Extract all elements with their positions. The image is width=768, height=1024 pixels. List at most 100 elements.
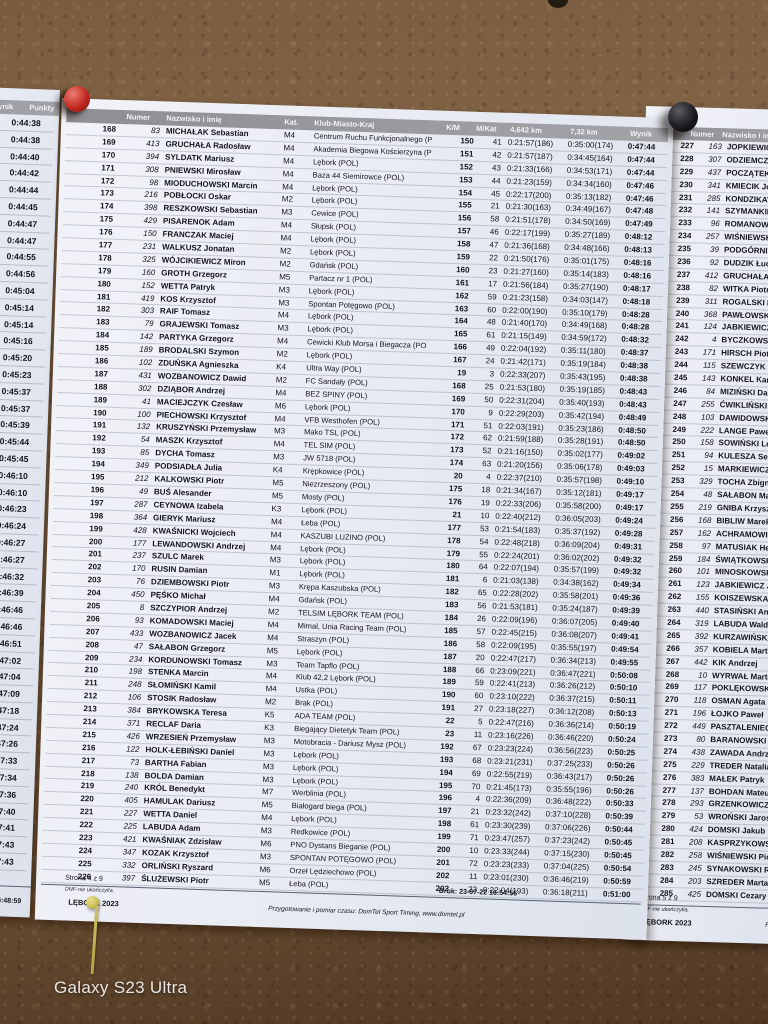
cell-category: M4 (270, 542, 282, 553)
cell-category-place: 43 (491, 163, 502, 173)
cell-gender-place: 189 (442, 677, 456, 687)
cell-split-4642km: 0:21:33(166) (506, 163, 553, 175)
cell-bib-number: 82 (708, 283, 719, 293)
cell-result: 0:48:49 (618, 412, 647, 423)
cell-category-place: 19 (480, 498, 490, 508)
cell-place: 188 (93, 382, 108, 392)
cell-split-4642km: 0:23:32(242) (485, 807, 532, 819)
cell-split-732km: 0:36:12(208) (548, 706, 595, 718)
cell-result: 0:46:10 (0, 486, 28, 498)
left-print-timestamp: -07-22 16:48:59 (0, 896, 22, 906)
cell-category: M4 (276, 336, 289, 346)
cell-result: 0:45:04 (5, 285, 35, 297)
cell-bib-number: 257 (705, 231, 720, 242)
cell-result: 0:45:14 (3, 318, 34, 330)
cell-result: 0:49:34 (613, 579, 641, 590)
cell-category: M3 (266, 658, 278, 668)
cell-gender-place: 183 (444, 600, 459, 610)
cell-category: M4 (280, 233, 292, 243)
cell-gender-place: 163 (454, 303, 469, 314)
cell-split-4642km: 0:23:10(222) (489, 691, 535, 703)
cell-bib-number: 227 (123, 808, 138, 819)
cell-gender-place: 159 (456, 252, 471, 262)
cell-gender-place: 175 (448, 484, 463, 494)
cell-split-4642km: 0:22:17(200) (505, 189, 552, 200)
cell-result: 0:47:09 (0, 687, 21, 700)
cell-bib-number: 155 (695, 592, 710, 603)
cell-category-place: 49 (485, 343, 496, 353)
cell-result: 0:47:41 (0, 822, 16, 834)
cell-split-4642km: 0:21:27(160) (503, 266, 550, 278)
cell-category: M5 (261, 800, 273, 810)
cell-split-732km: 0:36:46(219) (543, 874, 589, 885)
cell-split-732km: 0:36:02(202) (553, 552, 600, 563)
cell-category-place: 59 (487, 291, 497, 302)
center-timing-credit: Przygotowanie i pomiar czasu: DomTel Spo… (268, 905, 465, 919)
cell-bib-number: 440 (695, 605, 710, 616)
cell-bib-number: 212 (134, 473, 149, 484)
cell-bib-number: 258 (688, 850, 703, 860)
cell-split-732km: 0:35:14(183) (563, 268, 609, 280)
cell-bib-number: 371 (126, 718, 141, 728)
cell-bib-number: 79 (144, 319, 154, 329)
camera-watermark: Galaxy S23 Ultra (54, 978, 188, 997)
cell-split-4642km: 0:21:36(168) (504, 240, 550, 252)
cell-place: 206 (86, 613, 100, 624)
cell-split-732km: 0:35:55(197) (550, 642, 597, 653)
cell-place: 195 (90, 472, 105, 482)
cell-gender-place: 196 (438, 793, 453, 803)
cell-split-4642km: 0:22:31(204) (499, 395, 545, 406)
cell-split-4642km: 0:21:57(186) (507, 137, 554, 149)
cell-split-732km: 0:36:46(220) (547, 732, 594, 743)
cell-category-place: 27 (473, 704, 484, 714)
cell-split-732km: 0:34:49(168) (561, 320, 608, 331)
cell-result: 0:48:18 (622, 296, 651, 307)
cell-result: 0:46:51 (0, 637, 22, 649)
cell-split-732km: 0:37:06(226) (544, 822, 591, 834)
cell-bib-number: 237 (132, 550, 147, 561)
cell-split-4642km: 0:21:16(150) (497, 447, 544, 458)
cell-split-4642km: 0:22:36(209) (485, 794, 532, 806)
cell-category: M4 (270, 516, 283, 527)
cell-place: 169 (102, 137, 116, 147)
cell-place: 219 (80, 781, 95, 791)
cell-result: 0:47:02 (0, 654, 22, 666)
cell-bib-number: 248 (128, 679, 142, 690)
cell-gender-place: 202 (435, 870, 450, 881)
cell-bib-number: 438 (691, 747, 706, 757)
cell-category-place: 64 (478, 562, 488, 572)
cell-result: 0:47:18 (0, 704, 20, 716)
cell-category: M7 (261, 787, 274, 797)
cell-place: 208 (85, 639, 100, 650)
cell-gender-place: 168 (452, 381, 466, 391)
cell-bib-number: 8 (139, 602, 145, 612)
cell-category-place: 48 (486, 317, 496, 327)
cell-bib-number: 49 (138, 486, 149, 497)
cell-gender-place: 169 (451, 393, 466, 404)
cell-place: 211 (84, 678, 98, 688)
cell-category-place: 22 (488, 253, 499, 263)
cell-gender-place: 187 (443, 651, 457, 662)
cell-category-place: 57 (476, 626, 486, 637)
cell-split-4642km: 0:21:53(181) (492, 601, 538, 613)
cell-result: 0:50:10 (609, 682, 638, 693)
cell-category: M4 (277, 310, 290, 321)
cell-bib-number: 93 (134, 615, 144, 625)
cell-bib-number: 424 (689, 824, 703, 835)
cell-bib-number: 405 (124, 795, 138, 806)
cell-bib-number: 433 (129, 628, 144, 638)
cell-bib-number: 47 (133, 641, 144, 651)
cell-place: 201 (88, 549, 103, 559)
cell-bib-number: 234 (128, 654, 143, 664)
cell-split-4642km: 0:22:40(212) (495, 511, 541, 522)
cell-bib-number: 83 (150, 125, 161, 136)
cell-place: 178 (98, 253, 112, 263)
cell-result: 0:45:37 (0, 402, 31, 414)
cell-place: 197 (90, 497, 104, 508)
cell-bib-number: 48 (703, 489, 713, 500)
cell-split-732km: 0:35:28(191) (557, 436, 604, 447)
cell-bib-number: 442 (694, 657, 708, 667)
cell-result: 0:49:41 (611, 631, 640, 642)
cell-place: 182 (96, 304, 111, 315)
cell-result: 0:48:13 (624, 244, 653, 255)
